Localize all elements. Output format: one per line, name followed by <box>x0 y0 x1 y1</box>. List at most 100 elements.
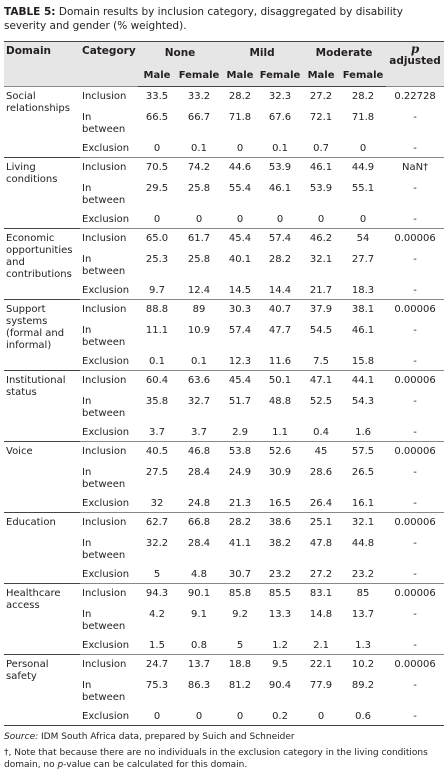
value-cell: 67.6 <box>268 111 292 123</box>
value-cell: 38.6 <box>258 512 303 534</box>
value-cell: 0.22728 <box>386 86 445 108</box>
value-cell: 66.5 <box>145 111 169 123</box>
category-cell: Inclusion <box>80 157 138 179</box>
footnotes: Source: IDM South Africa data, prepared … <box>4 731 444 771</box>
value-cell: - <box>413 213 417 225</box>
value-cell: 4.8 <box>191 568 207 580</box>
value-cell: - <box>413 355 417 367</box>
value-cell: 40.5 <box>138 441 176 463</box>
value-cell: 27.7 <box>351 253 375 265</box>
value-cell: 26.4 <box>309 497 333 509</box>
table-row: Exclusion 0 0 0 0.2 0 0.6- <box>4 705 445 726</box>
value-cell: 57.5 <box>340 441 387 463</box>
value-cell: 28.2 <box>222 512 259 534</box>
value-cell: 0 <box>153 213 161 225</box>
value-cell: 1.2 <box>272 639 288 651</box>
value-cell: 18.3 <box>351 284 375 296</box>
domain-cell: Voice <box>4 441 80 513</box>
value-cell: - <box>413 466 417 478</box>
value-cell: 0.00006 <box>386 583 445 605</box>
category-cell: Exclusion <box>82 142 130 154</box>
value-cell: 4.2 <box>149 608 165 620</box>
value-cell: 27.2 <box>302 86 341 108</box>
value-cell: 66.8 <box>176 512 223 534</box>
category-cell: Exclusion <box>82 426 130 438</box>
title-label: TABLE 5: <box>4 6 56 18</box>
value-cell: 85 <box>340 583 387 605</box>
value-cell: 83.1 <box>302 583 341 605</box>
value-cell: 50.1 <box>258 370 303 392</box>
value-cell: 45.4 <box>222 228 259 250</box>
value-cell: 66.7 <box>187 111 211 123</box>
value-cell: 14.4 <box>268 284 292 296</box>
value-cell: 53.9 <box>309 182 333 194</box>
table-row: Healthcare access Inclusion 94.3 90.1 85.8 85… <box>4 583 445 655</box>
value-cell: 0.00006 <box>386 654 445 676</box>
header-group: None <box>138 41 223 64</box>
value-cell: 57.4 <box>258 228 303 250</box>
header-domain: Domain <box>4 41 80 87</box>
p-text: adjusted <box>389 55 441 67</box>
value-cell: 1.6 <box>355 426 371 438</box>
category-cell: Inclusion <box>80 512 138 534</box>
value-cell: 32.1 <box>340 512 387 534</box>
category-cell: Inclusion <box>80 299 138 321</box>
table-row: Personal safety Inclusion 24.7 13.7 18.8 9.5 2… <box>4 654 445 726</box>
value-cell: 63.6 <box>176 370 223 392</box>
value-cell: 46.1 <box>302 157 341 179</box>
value-cell: 0 <box>138 705 176 726</box>
value-cell: 81.2 <box>228 679 252 691</box>
value-cell: 89.2 <box>351 679 375 691</box>
table-row: Exclusion 32 24.8 21.3 16.5 26.4 16.1 - <box>4 493 444 513</box>
value-cell: - <box>413 324 417 336</box>
value-cell: 0 <box>302 705 341 726</box>
value-cell: 0 <box>317 213 325 225</box>
table-row: Exclusion 9.7 12.4 14.5 14.4 21.7 18.3 - <box>4 280 444 300</box>
subheader: Female <box>258 64 303 87</box>
value-cell: 0.1 <box>191 355 207 367</box>
category-cell: Inclusion <box>80 441 138 463</box>
value-cell: 0.7 <box>313 142 329 154</box>
header-p: p adjusted <box>386 41 445 87</box>
value-cell: 86.3 <box>187 679 211 691</box>
value-cell: 14.5 <box>228 284 252 296</box>
table-row: Exclusion 5 4.8 30.7 23.2 27.2 23.2 - <box>4 564 444 584</box>
value-cell: 32.2 <box>145 537 169 549</box>
value-cell: 21.7 <box>309 284 333 296</box>
value-cell: 0.1 <box>191 142 207 154</box>
value-cell: - <box>413 395 417 407</box>
value-cell: 71.8 <box>351 111 375 123</box>
category-cell: Exclusion <box>80 705 138 726</box>
table-row: Social relationships Inclusion 33.5 33.2 28.… <box>4 86 445 158</box>
value-cell: 47.7 <box>268 324 292 336</box>
table-row: In between 25.3 25.8 40.1 28.2 32.1 27.7 - <box>4 250 444 280</box>
category-cell: Exclusion <box>82 355 130 367</box>
value-cell: - <box>413 426 417 438</box>
value-cell: 52.5 <box>309 395 333 407</box>
value-cell: 30.7 <box>228 568 252 580</box>
value-cell: 65.0 <box>138 228 176 250</box>
value-cell: 0.1 <box>272 142 288 154</box>
category-cell: Exclusion <box>82 213 130 225</box>
value-cell: 13.7 <box>176 654 223 676</box>
category-cell: In between <box>82 537 126 561</box>
table-row: Institutional status Inclusion 60.4 63.6 45.… <box>4 370 445 442</box>
value-cell: 75.3 <box>145 679 169 691</box>
category-cell: Exclusion <box>82 497 130 509</box>
value-cell: 90.1 <box>176 583 223 605</box>
value-cell: - <box>413 608 417 620</box>
value-cell: 88.8 <box>138 299 176 321</box>
value-cell: 70.5 <box>138 157 176 179</box>
header-category: Category <box>80 41 138 87</box>
value-cell: 54.5 <box>309 324 333 336</box>
value-cell: 38.2 <box>268 537 292 549</box>
value-cell: 89 <box>176 299 223 321</box>
note-p: p <box>57 760 64 770</box>
category-cell: In between <box>82 466 126 490</box>
value-cell: 85.8 <box>222 583 259 605</box>
category-cell: In between <box>82 608 126 632</box>
value-cell: 55.1 <box>351 182 375 194</box>
value-cell: 85.5 <box>258 583 303 605</box>
domain-cell: Economic opportunities and contributions <box>4 228 80 300</box>
value-cell: 0.00006 <box>386 512 445 534</box>
